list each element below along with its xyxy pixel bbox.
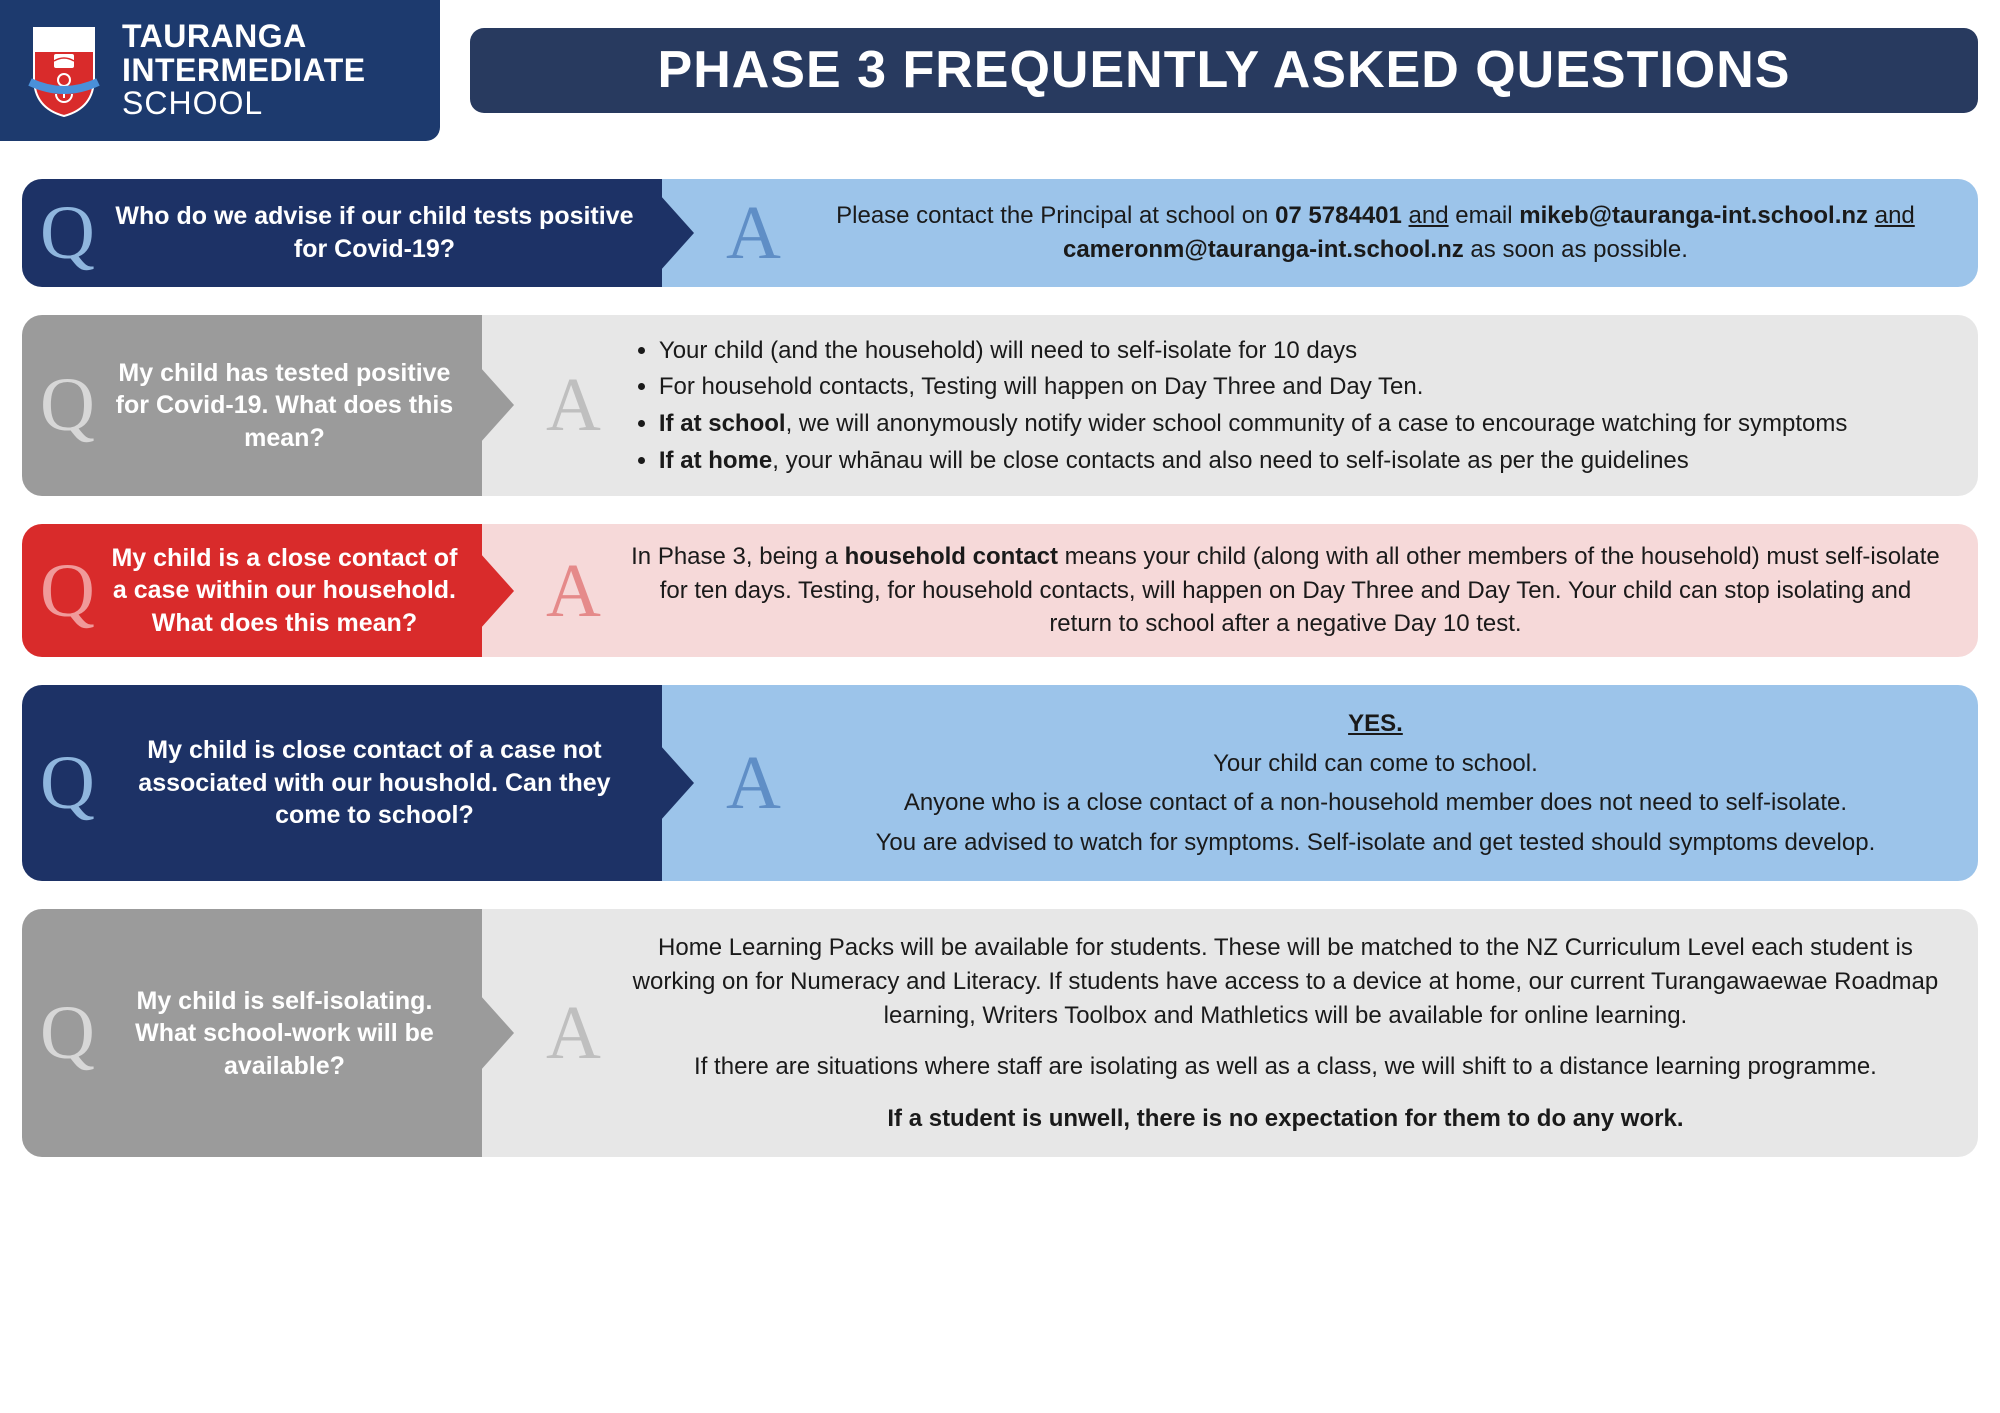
question-block: QWho do we advise if our child tests pos… — [22, 179, 662, 287]
arrow-icon — [660, 745, 694, 821]
answer-block: A In Phase 3, being a household contact m… — [482, 524, 1978, 657]
q-letter-icon: Q — [40, 553, 95, 629]
q-letter-icon: Q — [40, 195, 95, 271]
question-block: QMy child is a close contact of a case w… — [22, 524, 482, 657]
answer-text: Please contact the Principal at school o… — [809, 199, 1942, 266]
question-text: My child is close contact of a case not … — [109, 734, 640, 832]
page-title: PHASE 3 FREQUENTLY ASKED QUESTIONS — [658, 40, 1791, 100]
question-text: Who do we advise if our child tests posi… — [109, 200, 640, 265]
answer-block: A Please contact the Principal at school … — [662, 179, 1978, 287]
faq-item: QMy child has tested positive for Covid-… — [22, 315, 1978, 496]
answer-text: YES.Your child can come to school.Anyone… — [809, 701, 1942, 865]
q-letter-icon: Q — [40, 367, 95, 443]
answer-text: In Phase 3, being a household contact me… — [629, 540, 1942, 641]
faq-item: QWho do we advise if our child tests pos… — [22, 179, 1978, 287]
faq-item: QMy child is close contact of a case not… — [22, 685, 1978, 881]
school-name: TAURANGA INTERMEDIATE SCHOOL — [122, 20, 366, 121]
a-letter-icon: A — [726, 195, 781, 271]
a-letter-icon: A — [546, 995, 601, 1071]
header: TAURANGA INTERMEDIATE SCHOOL PHASE 3 FRE… — [0, 0, 2000, 141]
school-name-line2: INTERMEDIATE — [122, 54, 366, 88]
answer-text: Home Learning Packs will be available fo… — [629, 925, 1942, 1141]
a-letter-icon: A — [546, 553, 601, 629]
arrow-icon — [660, 195, 694, 271]
arrow-icon — [480, 367, 514, 443]
arrow-icon — [480, 995, 514, 1071]
title-bar: PHASE 3 FREQUENTLY ASKED QUESTIONS — [470, 28, 1978, 113]
answer-block: A Your child (and the household) will nee… — [482, 315, 1978, 496]
school-name-line3: SCHOOL — [122, 87, 366, 121]
answer-block: A Home Learning Packs will be available f… — [482, 909, 1978, 1157]
faq-item: QMy child is a close contact of a case w… — [22, 524, 1978, 657]
school-name-line1: TAURANGA — [122, 20, 366, 54]
school-crest-icon — [24, 20, 104, 120]
question-text: My child is a close contact of a case wi… — [109, 542, 460, 640]
question-text: My child has tested positive for Covid-1… — [109, 357, 460, 455]
question-text: My child is self-isolating. What school-… — [109, 985, 460, 1083]
faq-list: QWho do we advise if our child tests pos… — [0, 179, 2000, 1188]
question-block: QMy child has tested positive for Covid-… — [22, 315, 482, 496]
a-letter-icon: A — [546, 367, 601, 443]
question-block: QMy child is close contact of a case not… — [22, 685, 662, 881]
answer-text: Your child (and the household) will need… — [629, 331, 1942, 480]
logo-block: TAURANGA INTERMEDIATE SCHOOL — [0, 0, 440, 141]
arrow-icon — [480, 553, 514, 629]
question-block: QMy child is self-isolating. What school… — [22, 909, 482, 1157]
faq-item: QMy child is self-isolating. What school… — [22, 909, 1978, 1157]
q-letter-icon: Q — [40, 995, 95, 1071]
q-letter-icon: Q — [40, 745, 95, 821]
a-letter-icon: A — [726, 745, 781, 821]
answer-block: A YES.Your child can come to school.Anyon… — [662, 685, 1978, 881]
